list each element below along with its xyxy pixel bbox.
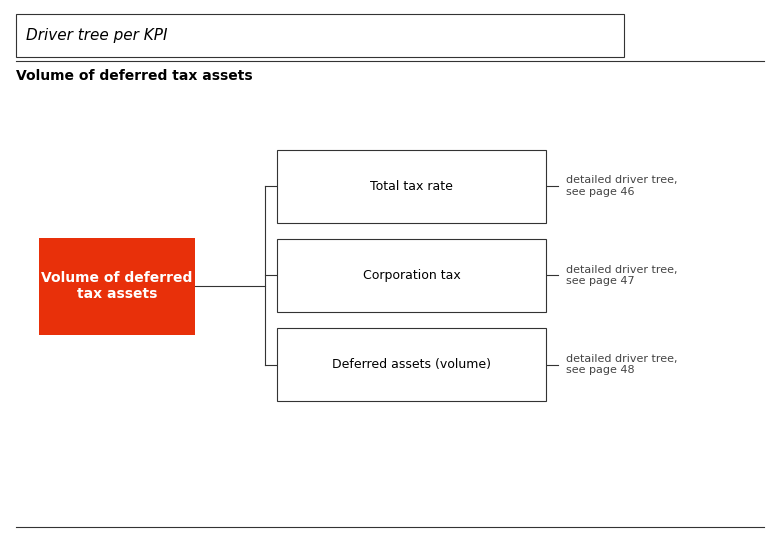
FancyBboxPatch shape [39, 238, 195, 335]
Text: Deferred assets (volume): Deferred assets (volume) [332, 358, 491, 371]
Text: Volume of deferred
tax assets: Volume of deferred tax assets [41, 271, 193, 301]
Text: detailed driver tree,
see page 47: detailed driver tree, see page 47 [566, 265, 677, 286]
Text: detailed driver tree,
see page 48: detailed driver tree, see page 48 [566, 354, 677, 375]
FancyBboxPatch shape [277, 239, 546, 312]
Text: detailed driver tree,
see page 46: detailed driver tree, see page 46 [566, 176, 677, 197]
Text: Corporation tax: Corporation tax [363, 269, 460, 282]
Text: Driver tree per KPI: Driver tree per KPI [26, 28, 167, 43]
FancyBboxPatch shape [277, 150, 546, 222]
FancyBboxPatch shape [16, 14, 624, 57]
FancyBboxPatch shape [277, 328, 546, 401]
Text: Volume of deferred tax assets: Volume of deferred tax assets [16, 69, 252, 83]
Text: Total tax rate: Total tax rate [370, 180, 453, 193]
